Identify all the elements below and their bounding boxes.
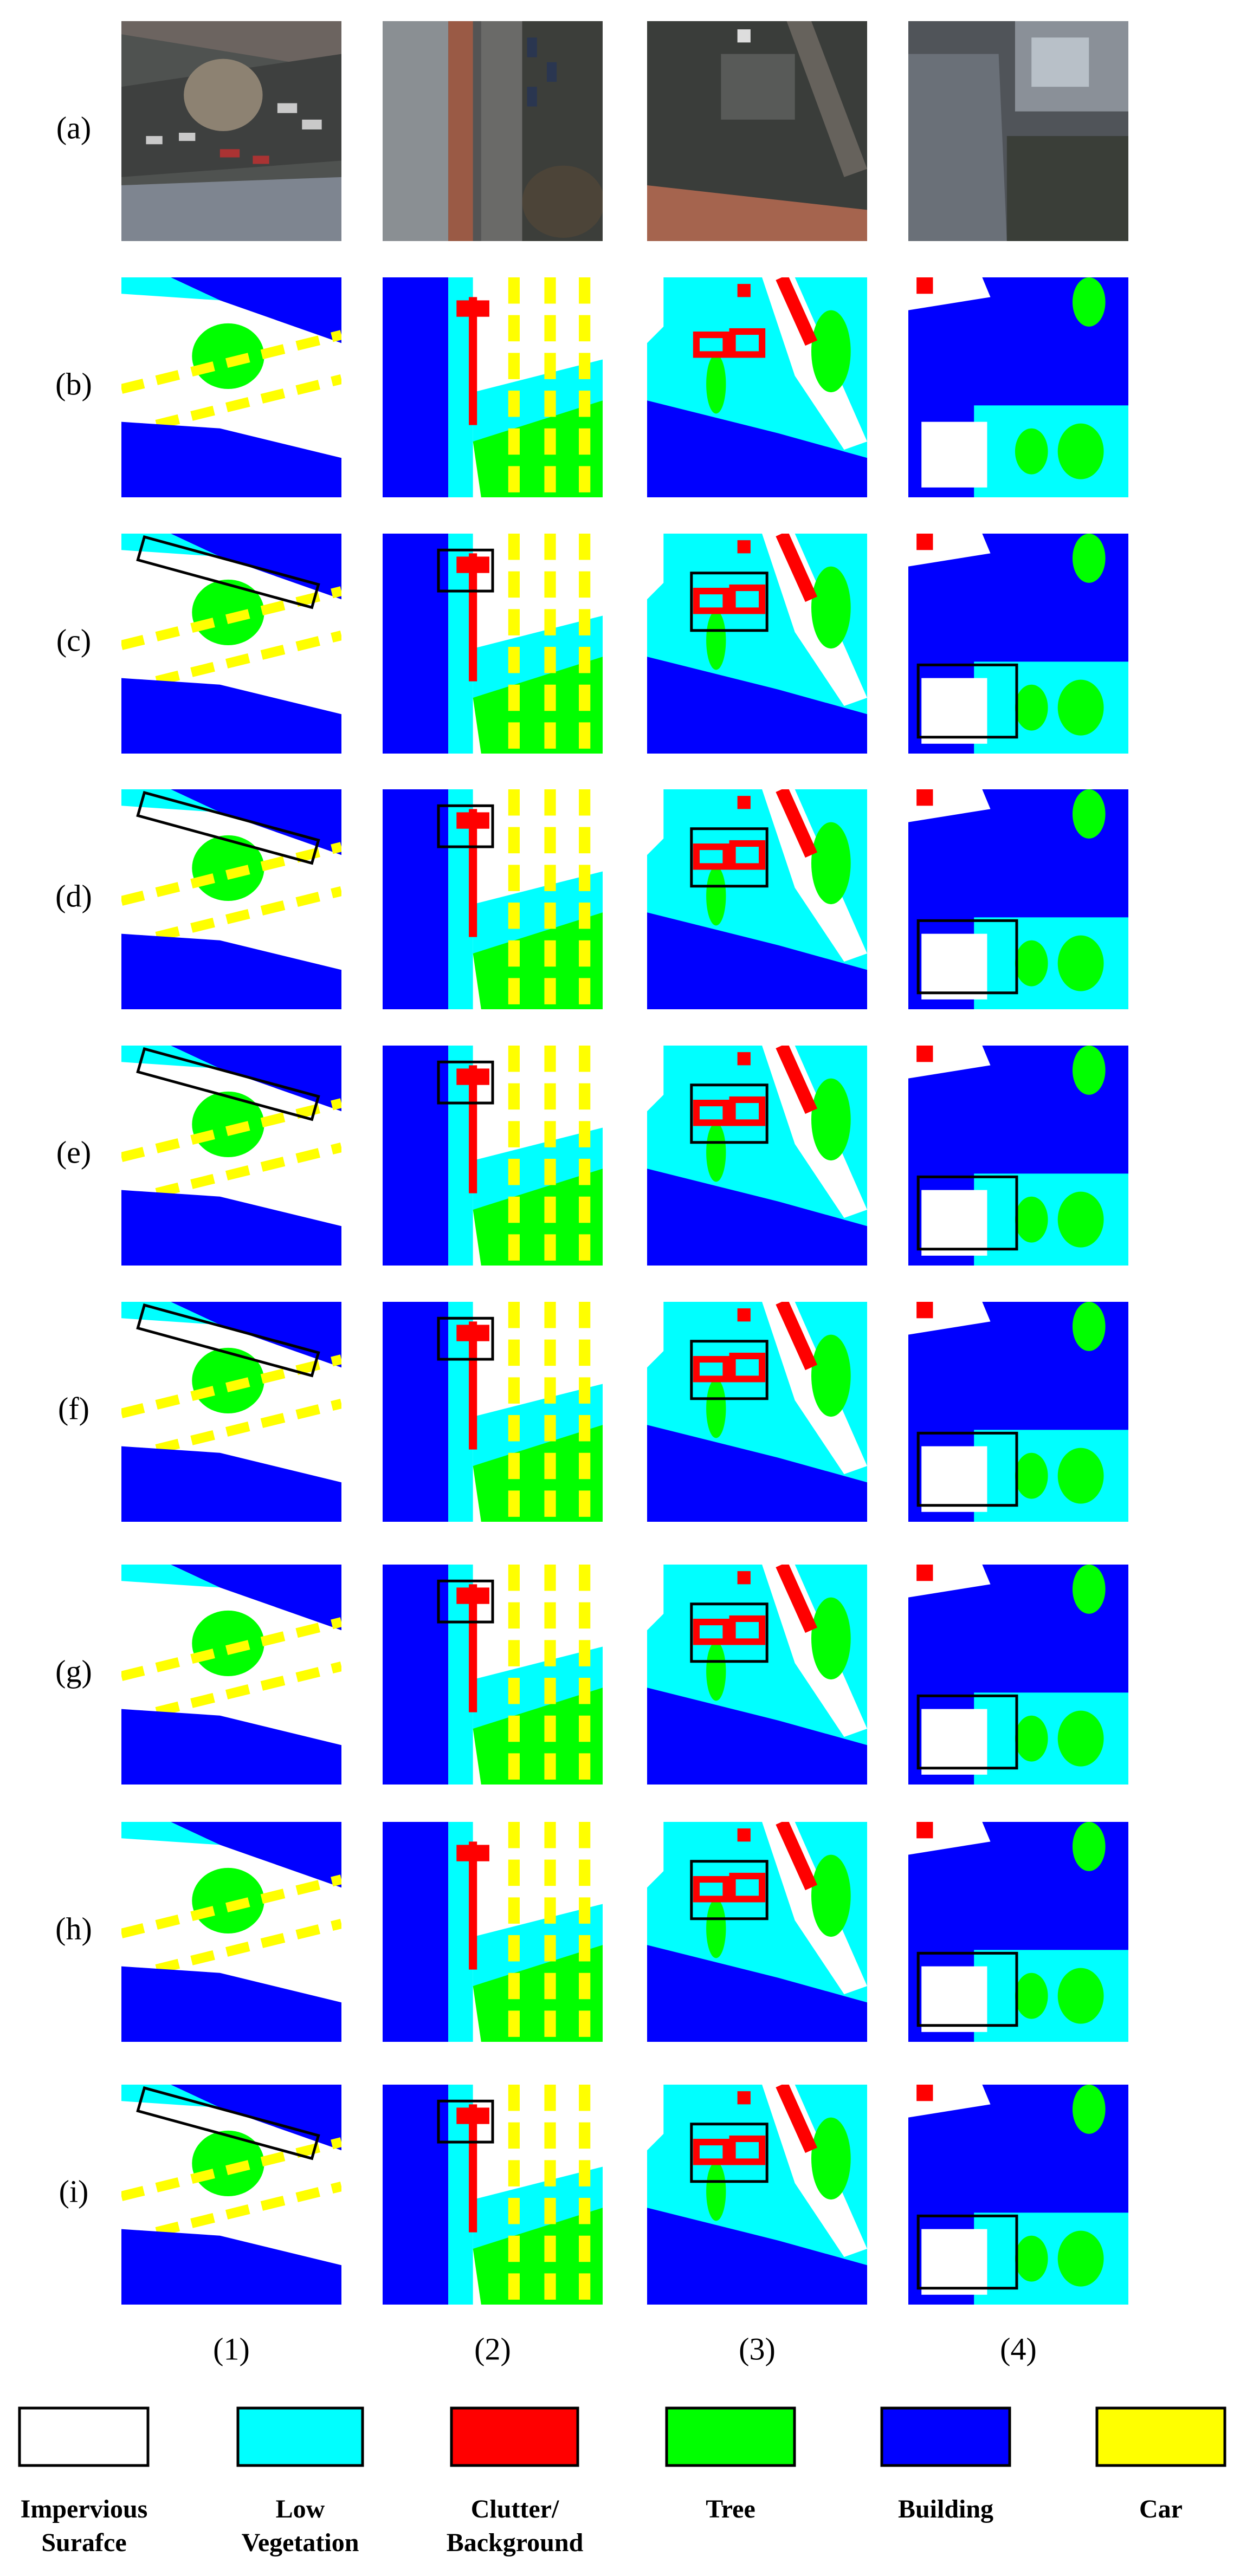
highlight-box bbox=[437, 548, 494, 593]
row-label: (e) bbox=[56, 1134, 91, 1170]
segmentation-map bbox=[647, 2085, 867, 2305]
segmentation-map bbox=[647, 534, 867, 754]
legend-label: Background bbox=[447, 2528, 584, 2557]
segmentation-map bbox=[647, 1046, 867, 1266]
highlight-box bbox=[437, 1316, 494, 1361]
legend-label: Impervious bbox=[21, 2495, 148, 2523]
highlight-box bbox=[916, 1431, 1018, 1507]
highlight-box bbox=[916, 2214, 1018, 2290]
segmentation-map bbox=[647, 789, 867, 1009]
segmentation-map bbox=[647, 277, 867, 497]
highlight-box bbox=[690, 1860, 768, 1920]
row-label: (f) bbox=[58, 1391, 89, 1426]
highlight-box bbox=[437, 804, 494, 848]
legend-swatches bbox=[18, 2406, 1226, 2467]
highlight-box bbox=[916, 919, 1018, 995]
highlight-box bbox=[690, 572, 768, 632]
segmentation-map bbox=[908, 534, 1128, 754]
highlight-box bbox=[916, 1951, 1018, 2027]
highlight-box bbox=[916, 1175, 1018, 1251]
segmentation-map bbox=[647, 1302, 867, 1522]
segmentation-map bbox=[121, 1822, 341, 2042]
column-label: (2) bbox=[474, 2331, 511, 2366]
highlight-box bbox=[136, 1303, 320, 1378]
highlight-box bbox=[437, 1579, 494, 1624]
row-label: (d) bbox=[55, 878, 92, 913]
segmentation-map bbox=[908, 277, 1128, 497]
segmentation-map bbox=[121, 1302, 341, 1522]
aerial-image bbox=[647, 21, 867, 241]
highlight-box bbox=[690, 1340, 768, 1400]
column-label: (4) bbox=[1000, 2331, 1037, 2366]
segmentation-map bbox=[121, 2085, 341, 2305]
aerial-image bbox=[121, 21, 341, 241]
legend-label: Tree bbox=[706, 2495, 755, 2523]
highlight-box bbox=[136, 2086, 320, 2160]
highlight-box bbox=[437, 1060, 494, 1105]
highlight-box bbox=[690, 827, 768, 888]
tiles bbox=[121, 21, 1128, 2305]
legend-label: Vegetation bbox=[242, 2528, 359, 2557]
column-label: (3) bbox=[739, 2331, 776, 2366]
highlight-box bbox=[690, 1083, 768, 1144]
segmentation-map bbox=[121, 277, 341, 497]
segmentation-map bbox=[908, 1302, 1128, 1522]
legend-label: Car bbox=[1139, 2495, 1183, 2523]
segmentation-map bbox=[908, 1046, 1128, 1266]
highlight-box bbox=[916, 663, 1018, 739]
row-label: (h) bbox=[55, 1911, 92, 1946]
aerial-image bbox=[908, 21, 1128, 241]
legend-label: Building bbox=[898, 2495, 993, 2523]
swatch bbox=[18, 2406, 150, 2467]
segmentation-map bbox=[647, 1822, 867, 2042]
highlight-box bbox=[136, 535, 320, 609]
row-label: (g) bbox=[55, 1653, 92, 1689]
highlight-box bbox=[136, 1047, 320, 1121]
swatch bbox=[1095, 2406, 1226, 2467]
segmentation-map bbox=[121, 534, 341, 754]
segmentation-map bbox=[383, 1822, 603, 2042]
swatch bbox=[880, 2406, 1011, 2467]
segmentation-map bbox=[908, 1565, 1128, 1785]
segmentation-map bbox=[908, 2085, 1128, 2305]
row-label: (c) bbox=[56, 622, 91, 658]
swatch bbox=[665, 2406, 796, 2467]
segmentation-map bbox=[121, 1046, 341, 1266]
swatch bbox=[236, 2406, 364, 2467]
row-label: (a) bbox=[56, 110, 91, 145]
highlight-box bbox=[437, 2099, 494, 2144]
legend-label: Surafce bbox=[41, 2528, 126, 2557]
aerial-image bbox=[383, 21, 603, 241]
segmentation-map bbox=[121, 789, 341, 1009]
segmentation-map bbox=[647, 1565, 867, 1785]
swatch bbox=[450, 2406, 579, 2467]
legend-label: Low bbox=[276, 2495, 325, 2523]
highlight-box bbox=[690, 1602, 768, 1663]
row-label: (b) bbox=[55, 366, 92, 401]
highlight-box bbox=[136, 790, 320, 865]
column-label: (1) bbox=[213, 2331, 250, 2366]
row-label: (i) bbox=[59, 2173, 89, 2209]
segmentation-map bbox=[908, 789, 1128, 1009]
segmentation-map bbox=[383, 277, 603, 497]
highlight-box bbox=[916, 1694, 1018, 1770]
highlight-box bbox=[690, 2123, 768, 2183]
legend-label: Clutter/ bbox=[471, 2495, 559, 2523]
segmentation-map bbox=[121, 1565, 341, 1785]
segmentation-map bbox=[908, 1822, 1128, 2042]
